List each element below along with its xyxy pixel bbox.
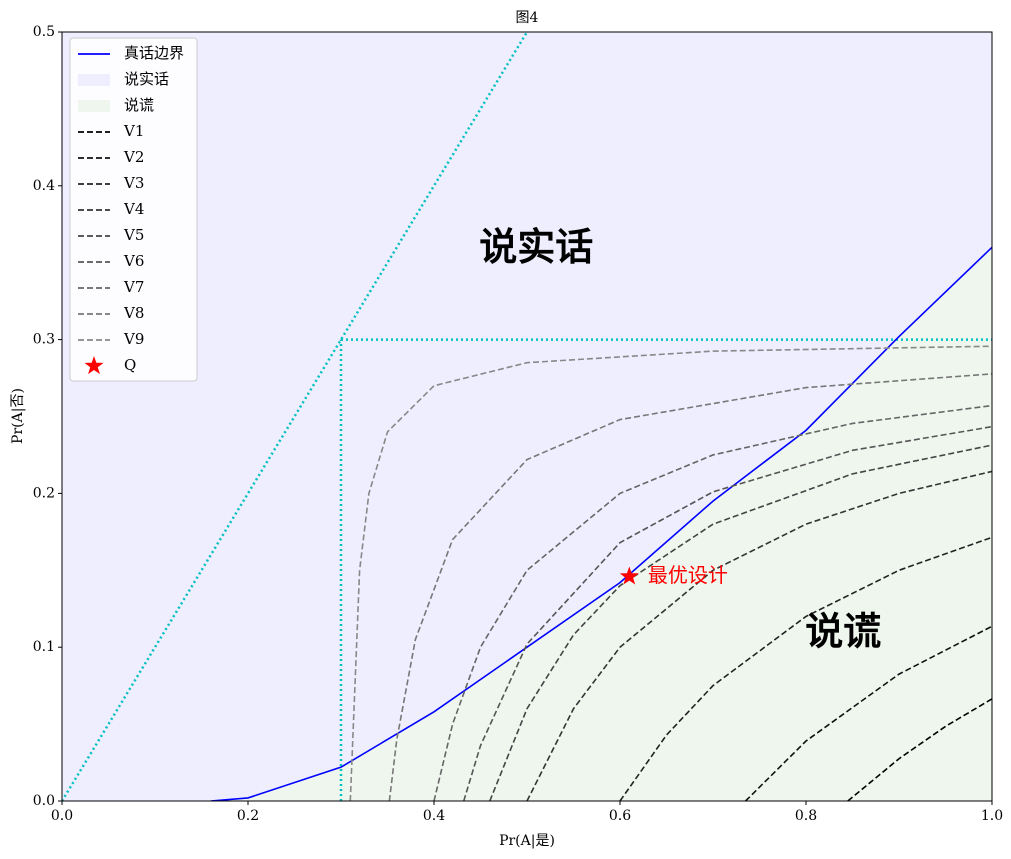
legend-label: 说实话: [124, 70, 169, 88]
legend-label: V2: [123, 148, 144, 166]
legend-label: V8: [123, 304, 144, 322]
level-curve: [744, 625, 992, 801]
level-curve: [462, 425, 992, 801]
region-fill: [62, 32, 992, 801]
y-tick-label: 0.2: [33, 485, 55, 501]
level-curve: [433, 404, 992, 801]
x-tick-label: 0.2: [237, 808, 259, 824]
y-tick-label: 0.5: [33, 24, 55, 40]
level-curve: [847, 698, 992, 801]
legend-label: V5: [123, 226, 144, 244]
legend-label: 说谎: [124, 96, 154, 114]
legend-patch: [78, 74, 110, 86]
legend-star: [84, 356, 104, 375]
region-fill: [210, 247, 992, 801]
legend-label: V1: [123, 122, 144, 140]
annotation: 说谎: [805, 608, 881, 653]
legend-label: Q: [124, 356, 136, 374]
y-tick-label: 0.1: [33, 639, 55, 655]
y-tick-label: 0.4: [33, 178, 55, 194]
x-tick-label: 1.0: [981, 808, 1003, 824]
x-tick-label: 0.4: [423, 808, 445, 824]
x-axis-label: Pr(A|是): [499, 833, 555, 849]
x-tick-label: 0.6: [609, 808, 631, 824]
legend-box: [69, 37, 198, 382]
y-tick-label: 0.3: [33, 332, 55, 348]
level-curve: [619, 536, 992, 801]
chart-title: 图4: [516, 10, 539, 26]
legend-label: V3: [123, 174, 144, 192]
level-curve: [388, 373, 992, 801]
legend-label: V4: [123, 200, 144, 218]
x-tick-label: 0.0: [51, 808, 73, 824]
level-curve: [526, 470, 992, 801]
x-tick-label: 0.8: [795, 808, 817, 824]
annotation: 说实话: [479, 224, 593, 269]
legend-patch: [78, 100, 110, 112]
star-marker: [619, 566, 639, 585]
plot-frame: [61, 31, 993, 802]
y-tick-label: 0.0: [33, 793, 55, 809]
legend-label: V7: [123, 278, 144, 296]
y-axis-label: Pr(A|否): [10, 388, 26, 444]
level-curve: [489, 444, 992, 801]
level-curve: [349, 345, 992, 801]
legend-label: V9: [123, 330, 144, 348]
legend-label: 真话边界: [124, 44, 184, 62]
annotation: 最优设计: [648, 563, 728, 587]
legend-label: V6: [123, 252, 144, 270]
